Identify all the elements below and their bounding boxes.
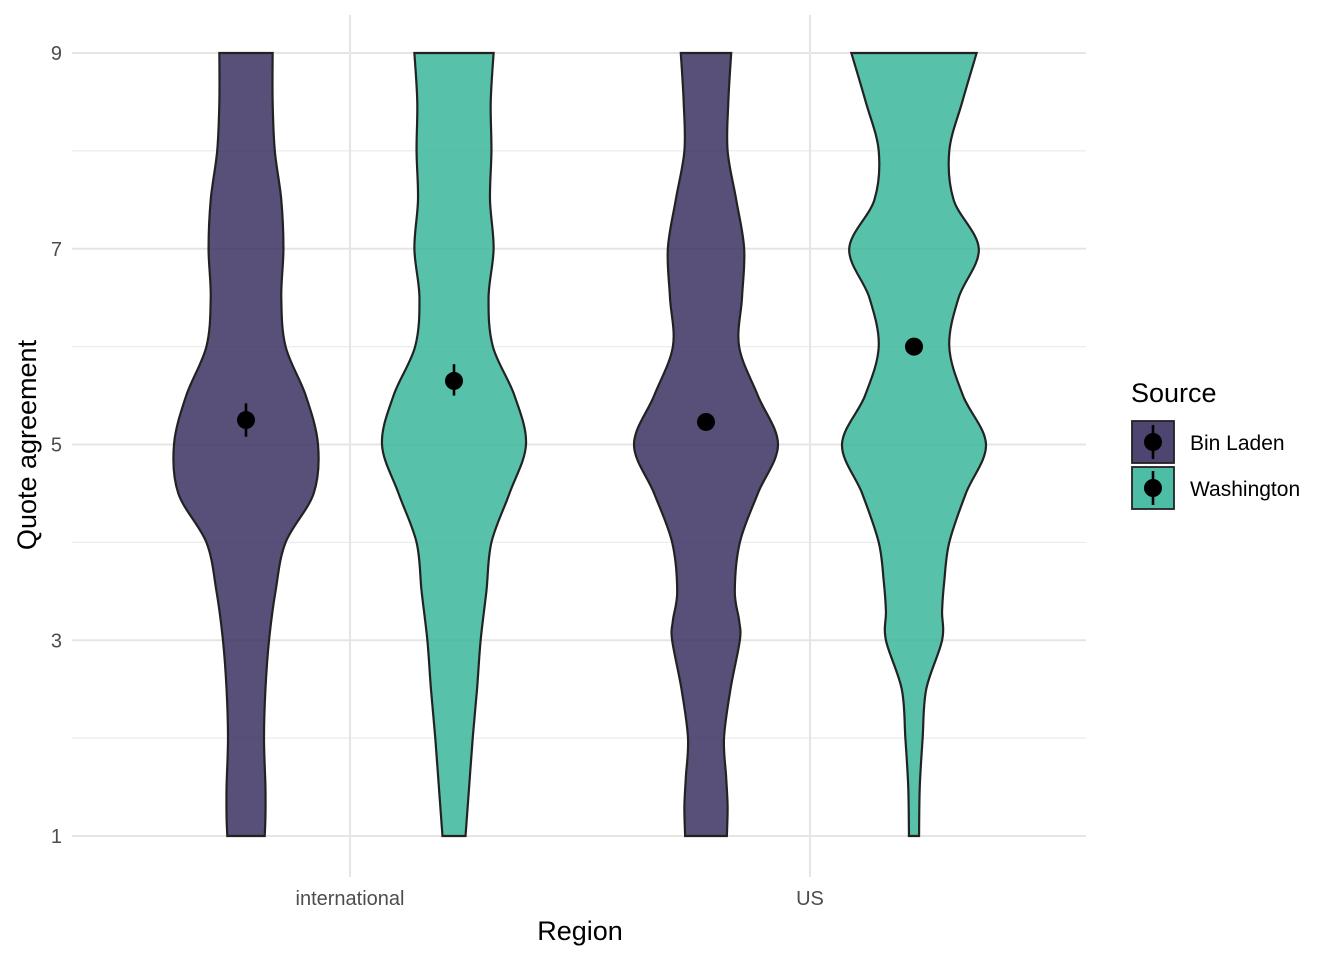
legend-item: Bin Laden: [1131, 420, 1285, 464]
y-tick-label: 5: [51, 435, 62, 457]
violins: [172, 51, 988, 838]
x-tick-label: US: [796, 888, 824, 910]
y-tick-label: 3: [51, 630, 62, 652]
legend-label: Washington: [1190, 478, 1300, 501]
mean-point: [445, 371, 463, 390]
y-tick-label: 1: [51, 826, 62, 848]
legend-item: Washington: [1131, 466, 1300, 510]
x-axis-title: Region: [537, 916, 623, 946]
mean-points: [237, 337, 923, 437]
mean-point: [697, 412, 715, 431]
mean-point: [237, 411, 255, 430]
legend: Source Bin Laden Washington: [1131, 378, 1300, 510]
legend-items: Bin Laden Washington: [1131, 420, 1300, 510]
legend-label: Bin Laden: [1190, 432, 1285, 455]
violin-washington-international: [380, 51, 528, 838]
mean-point: [905, 337, 923, 356]
violin-bin-laden-international: [172, 51, 320, 838]
legend-key-point: [1144, 433, 1162, 451]
x-tick-labels: international US: [296, 888, 824, 910]
y-tick-labels: 1 3 5 7 9: [51, 43, 62, 848]
legend-title: Source: [1131, 378, 1217, 408]
x-tick-label: international: [296, 888, 405, 910]
y-axis-title: Quote agreement: [12, 339, 42, 550]
legend-key-point: [1144, 479, 1162, 497]
violin-bin-laden-us: [632, 51, 780, 838]
y-tick-label: 7: [51, 239, 62, 261]
violin-washington-us: [840, 51, 988, 838]
y-tick-label: 9: [51, 43, 62, 65]
